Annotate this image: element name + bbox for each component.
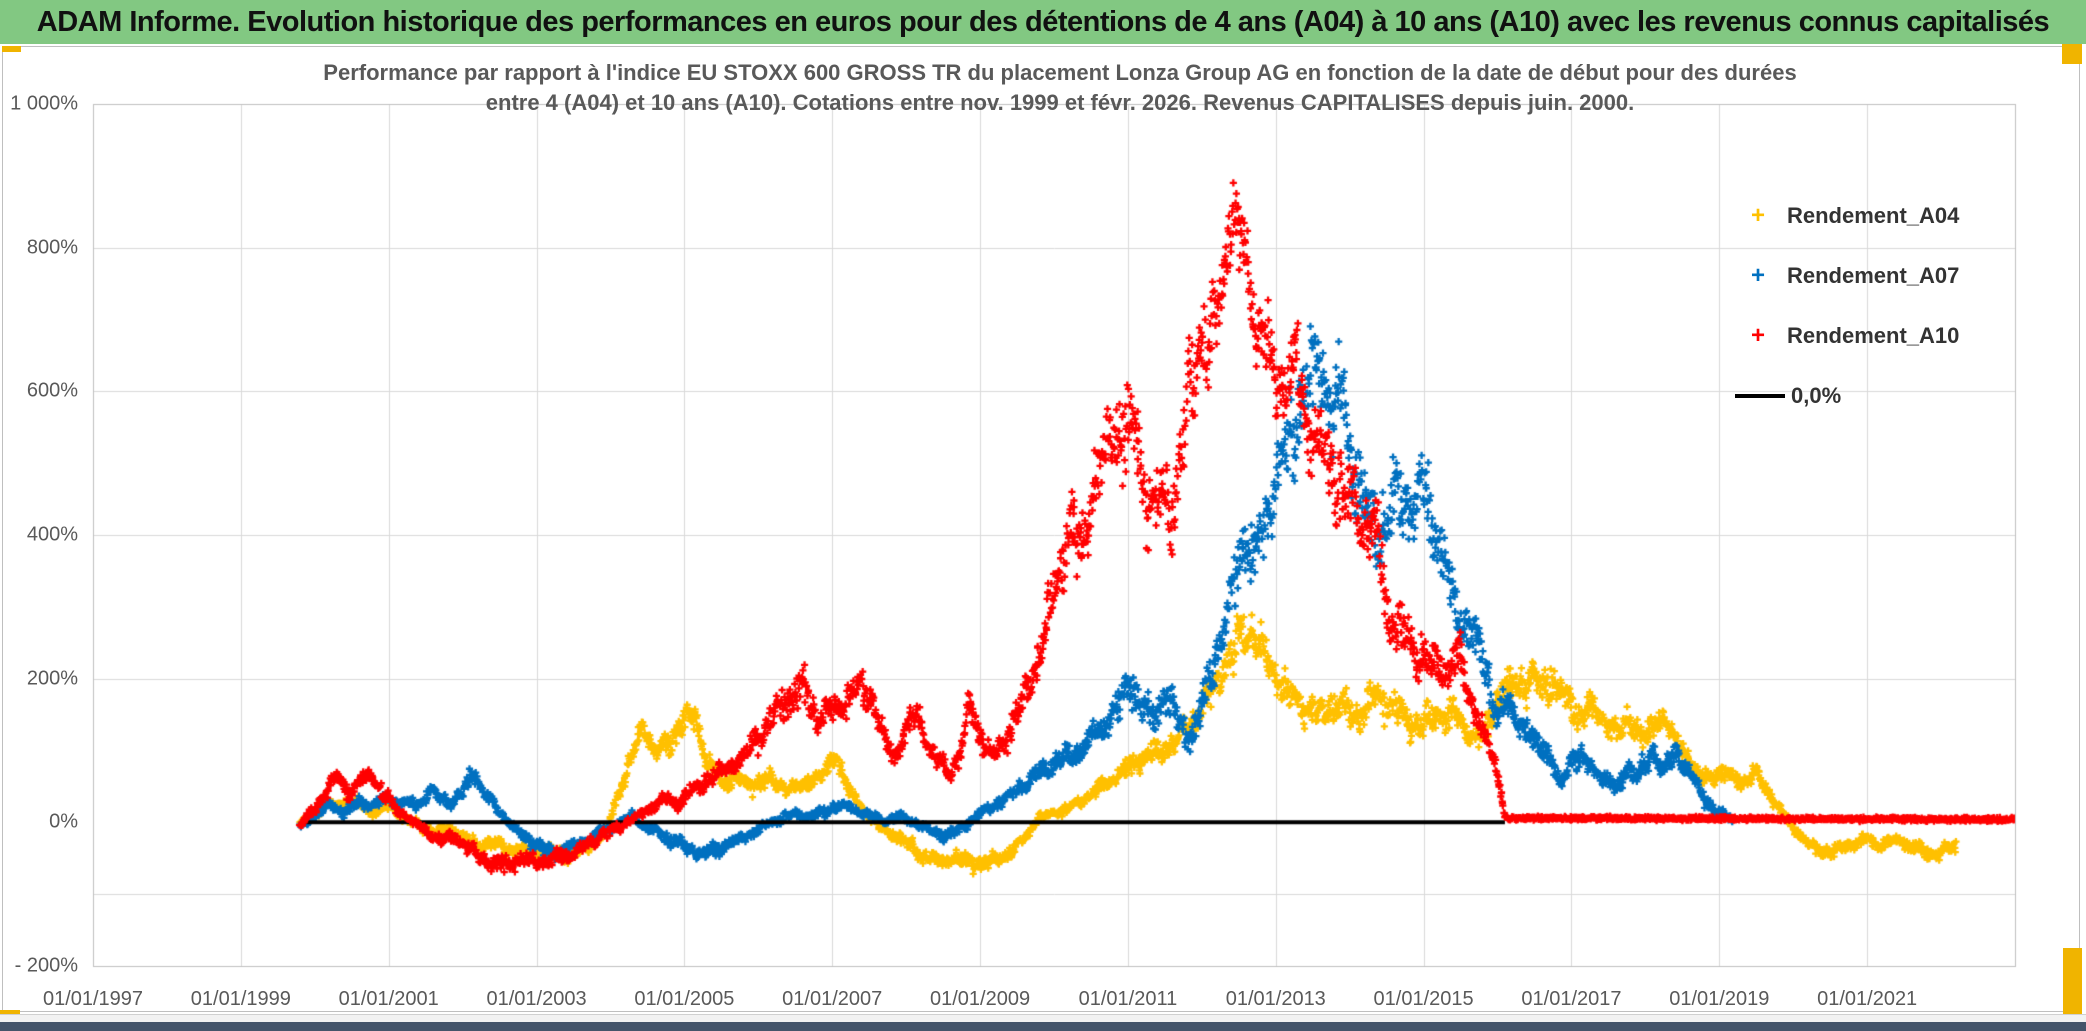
x-axis-tick-label: 01/01/2009 [930, 988, 1031, 1010]
chart-title-line-1: Performance par rapport à l'indice EU ST… [323, 60, 1797, 85]
x-axis-tick-label: 01/01/2011 [1078, 988, 1178, 1010]
y-axis-tick-label: 200% [26, 667, 78, 690]
x-axis-tick-label: 01/01/2013 [1225, 988, 1326, 1010]
gold-accent-top-right [2062, 44, 2082, 64]
y-axis-tick-label: 400% [26, 523, 78, 546]
chart-title: Performance par rapport à l'indice EU ST… [120, 58, 2000, 118]
gold-accent-bottom-right [2063, 948, 2082, 1014]
y-axis-tick-label: 1 000% [10, 92, 78, 115]
x-axis-tick-label: 01/01/2001 [338, 988, 439, 1010]
x-axis-tick-label: 01/01/2005 [634, 988, 735, 1010]
legend-item-rendement-a10[interactable]: + Rendement_A10 [1735, 306, 1995, 366]
legend-item-rendement-a04[interactable]: + Rendement_A04 [1735, 186, 1995, 246]
gold-accent-top-left [2, 46, 21, 52]
x-axis-tick-label: 01/01/1997 [42, 988, 144, 1010]
legend-label: 0,0% [1791, 383, 1842, 408]
legend-plus-marker: + [1750, 262, 1765, 289]
legend-item-0-0-[interactable]: 0,0% [1735, 366, 1995, 426]
y-axis-tick-label: 600% [26, 379, 78, 402]
legend-label: Rendement_A04 [1787, 203, 1960, 228]
legend-line-marker [1735, 394, 1785, 398]
x-axis-tick-label: 01/01/2007 [782, 988, 883, 1010]
legend-label: Rendement_A07 [1787, 263, 1960, 288]
y-axis-tick-label: 0% [49, 810, 78, 833]
x-axis-tick-label: 01/01/2021 [1817, 988, 1918, 1010]
x-axis-tick-label: 01/01/2015 [1373, 988, 1474, 1010]
y-axis-tick-label: - 200% [14, 954, 78, 977]
legend-plus-marker: + [1750, 202, 1765, 229]
legend: + Rendement_A04 + Rendement_A07 + Rendement_A… [1735, 186, 1995, 426]
x-axis-tick-label: 01/01/1999 [190, 988, 291, 1010]
status-strip [0, 1014, 2086, 1023]
legend-label: Rendement_A10 [1787, 323, 1960, 348]
chart-title-line-2: entre 4 (A04) et 10 ans (A10). Cotations… [485, 90, 1635, 115]
legend-item-rendement-a07[interactable]: + Rendement_A07 [1735, 246, 1995, 306]
y-axis-tick-label: 800% [26, 236, 78, 259]
x-axis-tick-label: 01/01/2003 [486, 988, 587, 1010]
x-axis-tick-label: 01/01/2017 [1521, 988, 1622, 1010]
legend-plus-marker: + [1750, 322, 1765, 349]
x-axis-tick-label: 01/01/2019 [1669, 988, 1770, 1010]
status-bar [0, 1022, 2086, 1031]
